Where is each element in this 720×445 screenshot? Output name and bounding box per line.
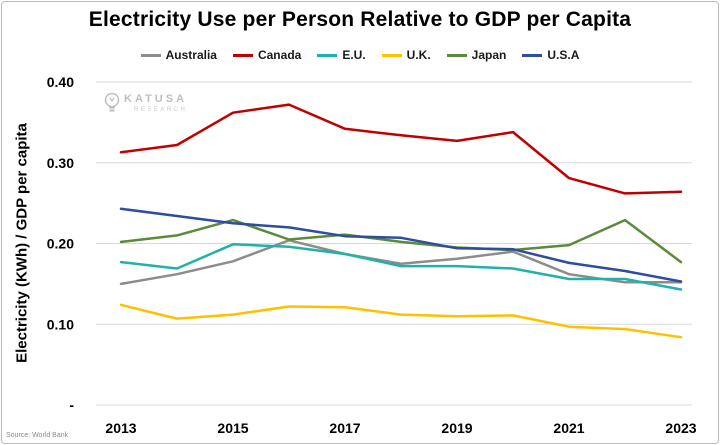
legend-label: E.U.	[342, 48, 366, 62]
x-tick-label: 2021	[553, 420, 584, 436]
legend-label: Canada	[257, 48, 302, 62]
x-tick-label: 2017	[329, 420, 360, 436]
legend-item: Canada	[232, 48, 302, 62]
legend-label: U.K.	[406, 48, 431, 62]
legend-swatch	[317, 53, 338, 57]
source-note: Source: World Bank	[6, 432, 69, 439]
legend-item: U.S.A	[522, 48, 579, 62]
legend-swatch	[381, 53, 402, 57]
series-line-canada	[119, 103, 683, 195]
y-tick-label: 0.30	[47, 155, 74, 171]
y-tick-label: 0.10	[47, 316, 74, 332]
x-tick-label: 2015	[217, 420, 248, 436]
legend-swatch	[140, 53, 161, 57]
series-line-japan	[119, 218, 683, 264]
y-tick-label: -	[69, 397, 74, 413]
x-tick-label: 2019	[441, 420, 472, 436]
chart-title: Electricity Use per Person Relative to G…	[88, 8, 632, 31]
lightbulb-icon	[104, 92, 120, 112]
y-tick-label: 0.20	[47, 236, 74, 252]
legend-item: E.U.	[317, 48, 366, 62]
series-line-australia	[119, 239, 683, 286]
series-line-usa	[119, 207, 683, 283]
legend-item: U.K.	[381, 48, 431, 62]
legend-item: Australia	[140, 48, 217, 62]
legend-label: U.S.A	[547, 48, 580, 62]
y-tick-label: 0.40	[47, 74, 74, 90]
x-tick-label: 2023	[665, 420, 696, 436]
legend-swatch	[446, 53, 467, 57]
series-line-uk	[119, 303, 683, 339]
legend-label: Australia	[165, 48, 217, 62]
watermark-sub: RESEARCH	[134, 106, 188, 113]
chart-legend: Australia Canada E.U. U.K. Japan U.S.A	[0, 48, 720, 62]
katusa-watermark-logo: KATUSA RESEARCH	[104, 92, 187, 114]
watermark-brand: KATUSA	[124, 92, 188, 105]
series-line-eu	[119, 243, 683, 291]
legend-swatch	[232, 53, 253, 57]
x-tick-label: 2013	[105, 420, 136, 436]
legend-label: Japan	[471, 48, 507, 62]
legend-swatch	[522, 53, 543, 57]
legend-item: Japan	[446, 48, 507, 62]
